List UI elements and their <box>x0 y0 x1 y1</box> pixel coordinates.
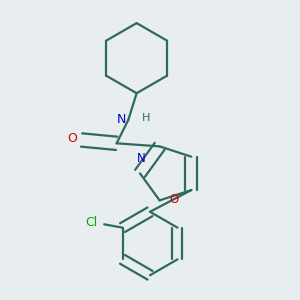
Text: N: N <box>117 113 127 126</box>
Text: O: O <box>169 193 178 206</box>
Text: O: O <box>68 133 77 146</box>
Text: N: N <box>137 152 146 165</box>
Text: H: H <box>142 113 150 123</box>
Text: Cl: Cl <box>85 216 98 229</box>
